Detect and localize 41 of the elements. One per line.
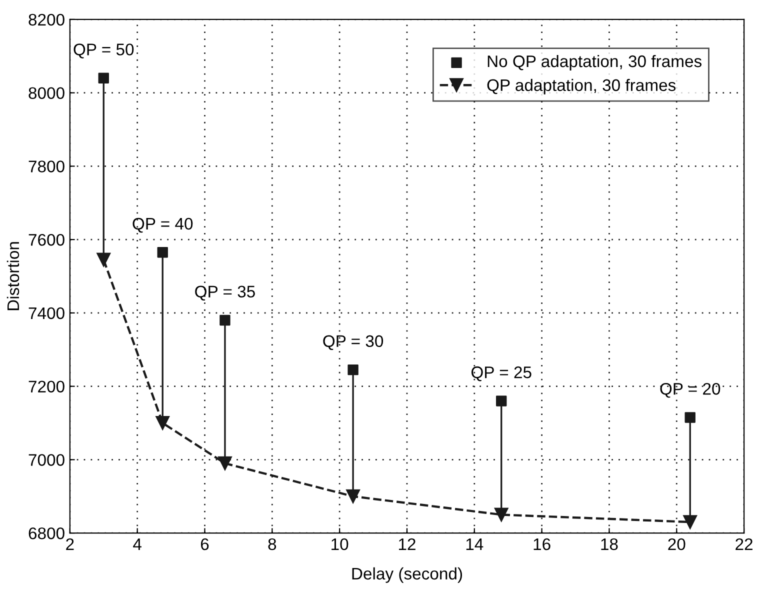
y-tick-label: 6800	[28, 527, 64, 540]
point	[98, 72, 109, 84]
point	[683, 515, 698, 529]
point	[348, 364, 358, 376]
x-tick-label: 10	[332, 538, 348, 550]
legend-label: QP adaptation, 30 frames	[487, 78, 676, 94]
x-tick-label: 2	[66, 538, 74, 550]
annotation: QP = 30	[323, 335, 384, 350]
point	[496, 396, 507, 406]
x-axis-title: Delay (second)	[352, 567, 462, 583]
y-tick-label: 7200	[28, 380, 64, 393]
annotation: QP = 35	[195, 286, 255, 301]
x-tick-label: 16	[534, 538, 550, 550]
point	[157, 247, 168, 258]
point	[156, 416, 170, 430]
point	[684, 412, 696, 423]
x-tick-label: 22	[736, 538, 752, 550]
y-tick-label: 7000	[28, 454, 64, 466]
annotation: QP = 20	[660, 382, 720, 398]
legend-label: No QP adaptation, 30 frames	[488, 54, 702, 71]
point	[346, 489, 360, 504]
x-tick-label: 8	[268, 538, 276, 550]
y-tick-label: 7400	[28, 307, 64, 320]
y-tick-label: 7800	[28, 160, 64, 172]
point	[220, 314, 230, 326]
x-tick-label: 14	[466, 538, 484, 550]
y-tick-label: 7600	[28, 234, 64, 246]
x-tick-label: 6	[200, 538, 209, 550]
y-tick-label: 8000	[28, 87, 64, 100]
annotation: QP = 40	[132, 218, 193, 233]
x-tick-label: 20	[668, 538, 686, 550]
point	[218, 456, 232, 470]
x-tick-label: 4	[133, 538, 142, 550]
y-tick-label: 8200	[28, 14, 64, 26]
x-tick-label: 12	[398, 538, 416, 550]
y-axis-title: Distortion	[6, 242, 20, 310]
point	[96, 252, 111, 267]
point	[494, 508, 508, 522]
x-tick-label: 18	[601, 538, 618, 550]
annotation: QP = 25	[471, 366, 532, 382]
annotation: QP = 50	[74, 44, 134, 58]
